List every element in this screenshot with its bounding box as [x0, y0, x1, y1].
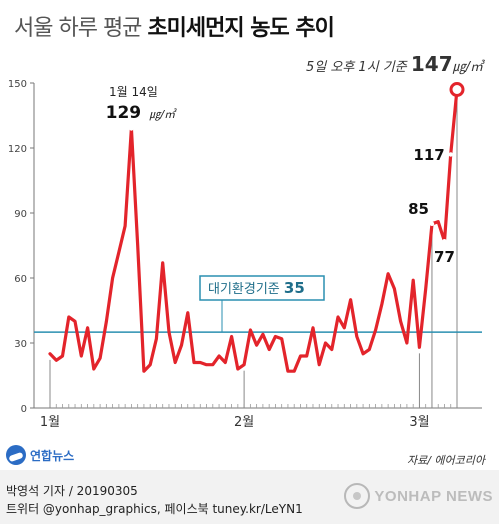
data-source: 자료/ 에어코리아	[406, 454, 485, 467]
peak-date-label: 1월 14일	[109, 85, 158, 99]
y-tick-label: 90	[14, 209, 27, 220]
latest-reading-note: 5일 오후 1시 기준 147㎍/㎥	[306, 52, 483, 76]
y-tick-label: 30	[14, 339, 27, 350]
x-month-label: 1월	[40, 415, 60, 430]
note-time: 5일 오후 1시 기준	[306, 60, 407, 75]
series-line	[48, 87, 459, 373]
yonhap-logo-icon	[6, 445, 26, 465]
watermark: YONHAP NEWS	[344, 483, 493, 509]
annotated-point	[442, 238, 447, 244]
x-month-label: 3월	[409, 415, 429, 430]
credit-social: 트위터 @yonhap_graphics, 페이스북 tuney.kr/LeYN…	[6, 502, 303, 516]
standard-label: 대기환경기준 35	[208, 279, 305, 297]
watermark-icon	[344, 483, 371, 509]
yonhap-logo: 연합뉴스	[6, 445, 74, 465]
y-tick-label: 150	[8, 79, 27, 90]
standard-value: 35	[284, 279, 305, 297]
y-tick-label: 120	[8, 144, 27, 155]
value-label-117: 117	[413, 146, 444, 164]
x-month-label: 2월	[234, 415, 254, 430]
latest-point-marker	[449, 82, 465, 97]
standard-label-box	[199, 275, 325, 301]
title-bold: 초미세먼지 농도 추이	[147, 16, 334, 41]
annotated-point	[448, 152, 453, 157]
title-light: 서울 하루 평균	[14, 16, 142, 41]
annotated-point	[429, 221, 435, 227]
credit-reporter: 박영석 기자 / 20190305	[6, 484, 138, 498]
annotated-point	[129, 126, 134, 131]
note-value: 147	[410, 52, 453, 76]
watermark-text: YONHAP NEWS	[374, 487, 493, 505]
peak-unit-label: ㎍/㎥	[149, 108, 177, 121]
peak-value-label: 129	[106, 103, 142, 123]
note-unit: ㎍/㎥	[452, 60, 483, 75]
y-tick-label: 60	[14, 274, 27, 285]
pm25-line-chart: 0 30 60 90 120 150 1월 2월 3월 대기환경기준 35 1월 14일 129 ㎍/㎥…	[8, 79, 482, 430]
value-label-85: 85	[408, 200, 429, 218]
footer-bar	[0, 470, 499, 524]
chart-title: 서울 하루 평균 초미세먼지 농도 추이	[14, 10, 335, 42]
value-label-77: 77	[434, 248, 455, 266]
logo-text: 연합뉴스	[30, 448, 75, 463]
y-tick-label: 0	[21, 404, 27, 415]
